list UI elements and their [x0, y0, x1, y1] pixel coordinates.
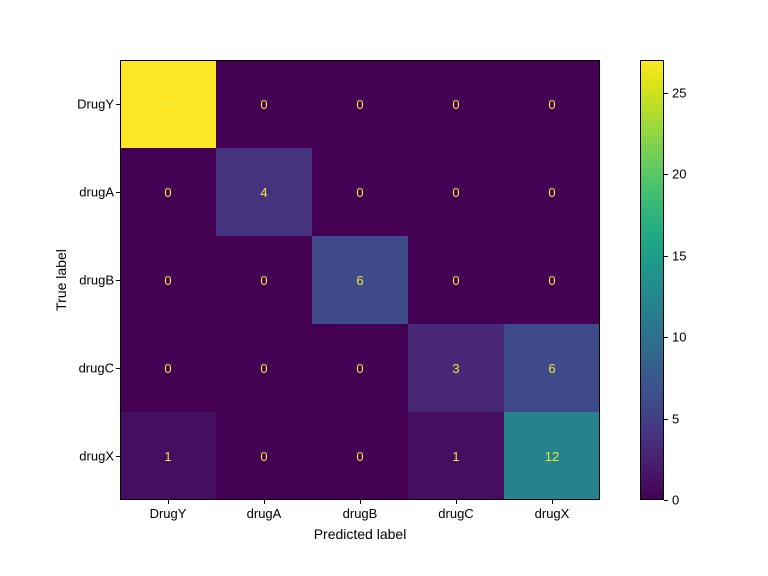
heatmap-cell: 0 [120, 236, 216, 324]
heatmap-grid: 270000040000060000036100112 [120, 60, 600, 500]
x-tick-mark [456, 500, 457, 504]
heatmap-cell: 0 [216, 60, 312, 148]
heatmap-cell: 0 [408, 148, 504, 236]
colorbar-tick-mark [664, 500, 668, 501]
colorbar [640, 60, 664, 500]
heatmap-cell: 0 [216, 236, 312, 324]
heatmap-cell: 0 [120, 324, 216, 412]
colorbar-tick-label: 15 [672, 248, 686, 263]
heatmap-cell: 0 [504, 60, 600, 148]
heatmap-cell: 0 [504, 148, 600, 236]
heatmap-cell: 0 [312, 60, 408, 148]
x-tick-label: drugX [504, 506, 600, 521]
y-axis-label: True label [53, 249, 69, 311]
y-tick-label: drugC [54, 361, 114, 376]
heatmap-cell: 0 [216, 324, 312, 412]
heatmap-cell: 0 [312, 412, 408, 500]
colorbar-tick-label: 25 [672, 85, 686, 100]
heatmap-cell: 4 [216, 148, 312, 236]
colorbar-tick-label: 0 [672, 493, 679, 508]
heatmap-cell: 0 [504, 236, 600, 324]
colorbar-tick-mark [664, 256, 668, 257]
colorbar-tick-mark [664, 93, 668, 94]
confusion-matrix-chart: 270000040000060000036100112 DrugYdrugAdr… [0, 0, 768, 576]
y-tick-label: drugX [54, 449, 114, 464]
heatmap-cell: 0 [312, 324, 408, 412]
x-tick-mark [168, 500, 169, 504]
x-axis-label: Predicted label [120, 526, 600, 542]
colorbar-tick-mark [664, 174, 668, 175]
colorbar-tick-label: 10 [672, 330, 686, 345]
x-tick-label: DrugY [120, 506, 216, 521]
heatmap-cell: 12 [504, 412, 600, 500]
heatmap-cell: 1 [408, 412, 504, 500]
y-tick-mark [116, 192, 120, 193]
y-tick-mark [116, 368, 120, 369]
x-tick-label: drugC [408, 506, 504, 521]
x-tick-mark [552, 500, 553, 504]
y-tick-mark [116, 280, 120, 281]
heatmap-cell: 6 [312, 236, 408, 324]
heatmap-cell: 1 [120, 412, 216, 500]
heatmap-cell: 6 [504, 324, 600, 412]
heatmap-cell: 3 [408, 324, 504, 412]
heatmap-cell: 0 [408, 236, 504, 324]
y-tick-label: DrugY [54, 97, 114, 112]
colorbar-tick-mark [664, 419, 668, 420]
y-tick-label: drugA [54, 185, 114, 200]
x-tick-mark [360, 500, 361, 504]
colorbar-tick-label: 20 [672, 167, 686, 182]
colorbar-tick-mark [664, 337, 668, 338]
colorbar-tick-label: 5 [672, 411, 679, 426]
heatmap-cell: 0 [216, 412, 312, 500]
y-tick-mark [116, 456, 120, 457]
x-tick-label: drugA [216, 506, 312, 521]
heatmap-cell: 0 [312, 148, 408, 236]
x-tick-label: drugB [312, 506, 408, 521]
x-tick-mark [264, 500, 265, 504]
heatmap-cell: 0 [120, 148, 216, 236]
heatmap-cell: 27 [120, 60, 216, 148]
heatmap-cell: 0 [408, 60, 504, 148]
y-tick-mark [116, 104, 120, 105]
